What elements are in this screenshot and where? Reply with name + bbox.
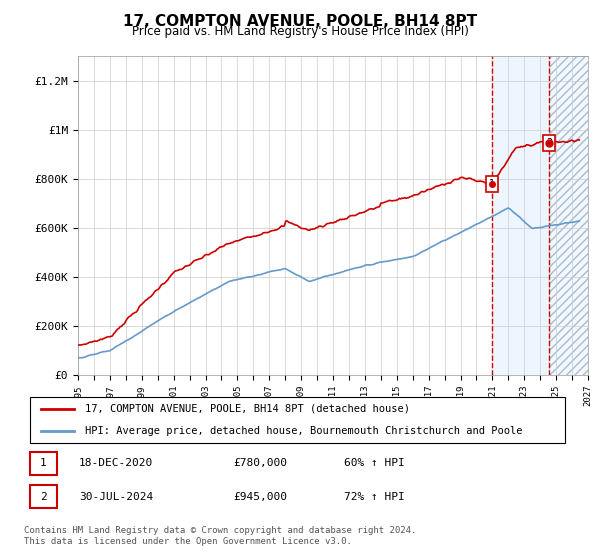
Text: 17, COMPTON AVENUE, POOLE, BH14 8PT (detached house): 17, COMPTON AVENUE, POOLE, BH14 8PT (det… <box>85 404 410 414</box>
Text: 72% ↑ HPI: 72% ↑ HPI <box>344 492 405 502</box>
FancyBboxPatch shape <box>29 451 57 475</box>
Text: 1: 1 <box>488 179 495 189</box>
Text: HPI: Average price, detached house, Bournemouth Christchurch and Poole: HPI: Average price, detached house, Bour… <box>85 426 522 436</box>
Text: 60% ↑ HPI: 60% ↑ HPI <box>344 458 405 468</box>
FancyBboxPatch shape <box>29 398 565 442</box>
Text: Price paid vs. HM Land Registry's House Price Index (HPI): Price paid vs. HM Land Registry's House … <box>131 25 469 38</box>
FancyBboxPatch shape <box>29 485 57 508</box>
Text: 2: 2 <box>547 138 553 148</box>
Text: 18-DEC-2020: 18-DEC-2020 <box>79 458 154 468</box>
Bar <box>492 56 550 375</box>
Text: 1: 1 <box>40 458 47 468</box>
Bar <box>550 56 588 375</box>
Text: 30-JUL-2024: 30-JUL-2024 <box>79 492 154 502</box>
Text: 17, COMPTON AVENUE, POOLE, BH14 8PT: 17, COMPTON AVENUE, POOLE, BH14 8PT <box>123 14 477 29</box>
Text: Contains HM Land Registry data © Crown copyright and database right 2024.
This d: Contains HM Land Registry data © Crown c… <box>24 526 416 546</box>
Text: £945,000: £945,000 <box>234 492 288 502</box>
Bar <box>550 56 588 375</box>
Text: £780,000: £780,000 <box>234 458 288 468</box>
Text: 2: 2 <box>40 492 47 502</box>
